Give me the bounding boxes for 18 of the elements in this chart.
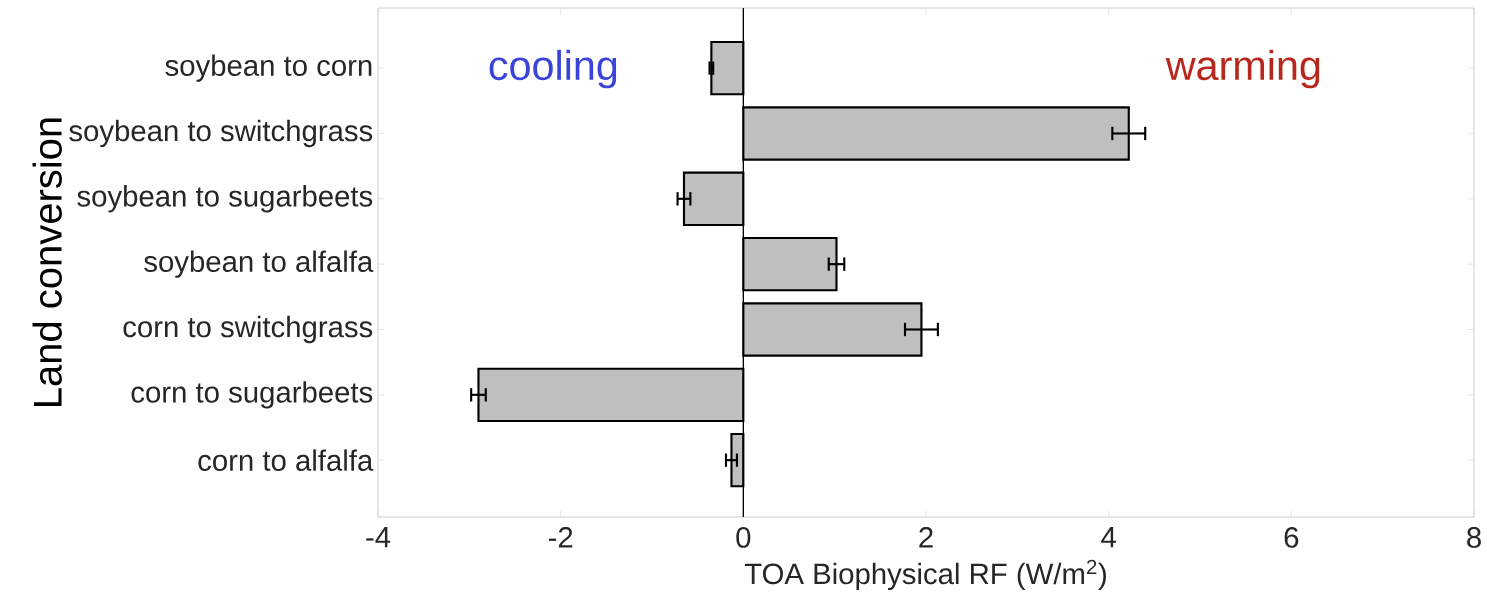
y-tick-label: soybean to sugarbeets	[77, 185, 373, 213]
x-tick-label: -2	[548, 527, 573, 548]
annotation: warming	[1165, 49, 1320, 89]
y-tick-label: soybean to switchgrass	[69, 119, 373, 148]
y-tick-label: corn to sugarbeets	[131, 381, 373, 409]
y-tick-label: corn to switchgrass	[123, 315, 373, 344]
y-axis-title: Land conversion	[32, 118, 62, 406]
x-tick-label: 4	[1101, 527, 1116, 548]
x-tick-label: -4	[366, 527, 391, 548]
y-tick-label: soybean to alfalfa	[144, 250, 374, 278]
x-tick-label: 0	[736, 527, 751, 548]
x-tick-label: 2	[919, 527, 933, 548]
x-tick-label: 8	[1467, 527, 1481, 548]
annotation: cooling	[489, 49, 617, 89]
x-axis-title: TOA Biophysical RF (W/m$^{2}$)	[744, 559, 1106, 591]
x-tick-label: 6	[1284, 527, 1299, 548]
y-tick-label: corn to alfalfa	[198, 449, 374, 471]
y-tick-label: soybean to corn	[165, 54, 372, 82]
